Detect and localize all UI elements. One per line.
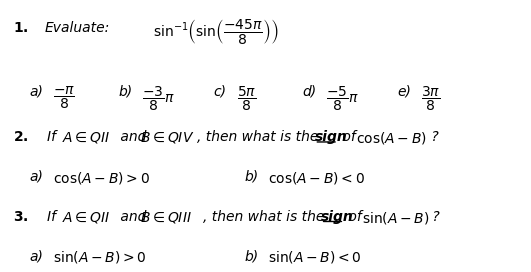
- Text: d): d): [302, 85, 316, 99]
- Text: a): a): [29, 170, 43, 184]
- Text: of: of: [344, 209, 366, 224]
- Text: $\dfrac{-3}{8}\pi$: $\dfrac{-3}{8}\pi$: [142, 85, 175, 113]
- Text: b): b): [244, 249, 259, 263]
- Text: $A\in QII$: $A\in QII$: [62, 209, 110, 225]
- Text: $\sin(A-B)<0$: $\sin(A-B)<0$: [268, 249, 362, 265]
- Text: $\dfrac{5\pi}{8}$: $\dfrac{5\pi}{8}$: [237, 85, 256, 113]
- Text: $\mathbf{3.}$: $\mathbf{3.}$: [13, 209, 29, 224]
- Text: e): e): [397, 85, 411, 99]
- Text: b): b): [244, 170, 259, 184]
- Text: $B\in QIV$: $B\in QIV$: [140, 130, 195, 145]
- Text: $\mathbf{1.}$: $\mathbf{1.}$: [13, 21, 29, 35]
- Text: $\dfrac{3\pi}{8}$: $\dfrac{3\pi}{8}$: [421, 85, 440, 113]
- Text: ?: ?: [427, 130, 439, 144]
- Text: $\sin(A-B)$: $\sin(A-B)$: [362, 209, 430, 225]
- Text: c): c): [213, 85, 226, 99]
- Text: and: and: [116, 130, 150, 144]
- Text: Evaluate:: Evaluate:: [45, 21, 110, 35]
- Text: $\cos(A-B)$: $\cos(A-B)$: [356, 130, 427, 146]
- Text: and: and: [116, 209, 150, 224]
- Text: $\cos(A-B)>0$: $\cos(A-B)>0$: [53, 170, 150, 186]
- Text: $\dfrac{-\pi}{8}$: $\dfrac{-\pi}{8}$: [53, 85, 75, 111]
- Text: sign: sign: [314, 130, 347, 144]
- Text: of: of: [338, 130, 360, 144]
- Text: sign: sign: [321, 209, 354, 224]
- Text: , then what is the: , then what is the: [197, 130, 323, 144]
- Text: $\sin^{-1}\!\left(\sin\!\left(\dfrac{-45\pi}{8}\right)\right)$: $\sin^{-1}\!\left(\sin\!\left(\dfrac{-45…: [152, 17, 278, 46]
- Text: $B\in QIII$: $B\in QIII$: [140, 209, 192, 225]
- Text: $\cos(A-B)<0$: $\cos(A-B)<0$: [268, 170, 365, 186]
- Text: If: If: [47, 209, 61, 224]
- Text: a): a): [29, 85, 43, 99]
- Text: b): b): [118, 85, 133, 99]
- Text: If: If: [47, 130, 61, 144]
- Text: a): a): [29, 249, 43, 263]
- Text: $A\in QII$: $A\in QII$: [62, 130, 110, 145]
- Text: , then what is the: , then what is the: [203, 209, 329, 224]
- Text: $\sin(A-B)>0$: $\sin(A-B)>0$: [53, 249, 146, 265]
- Text: $\mathbf{2.}$: $\mathbf{2.}$: [13, 130, 29, 144]
- Text: ?: ?: [429, 209, 440, 224]
- Text: $\dfrac{-5}{8}\pi$: $\dfrac{-5}{8}\pi$: [326, 85, 358, 113]
